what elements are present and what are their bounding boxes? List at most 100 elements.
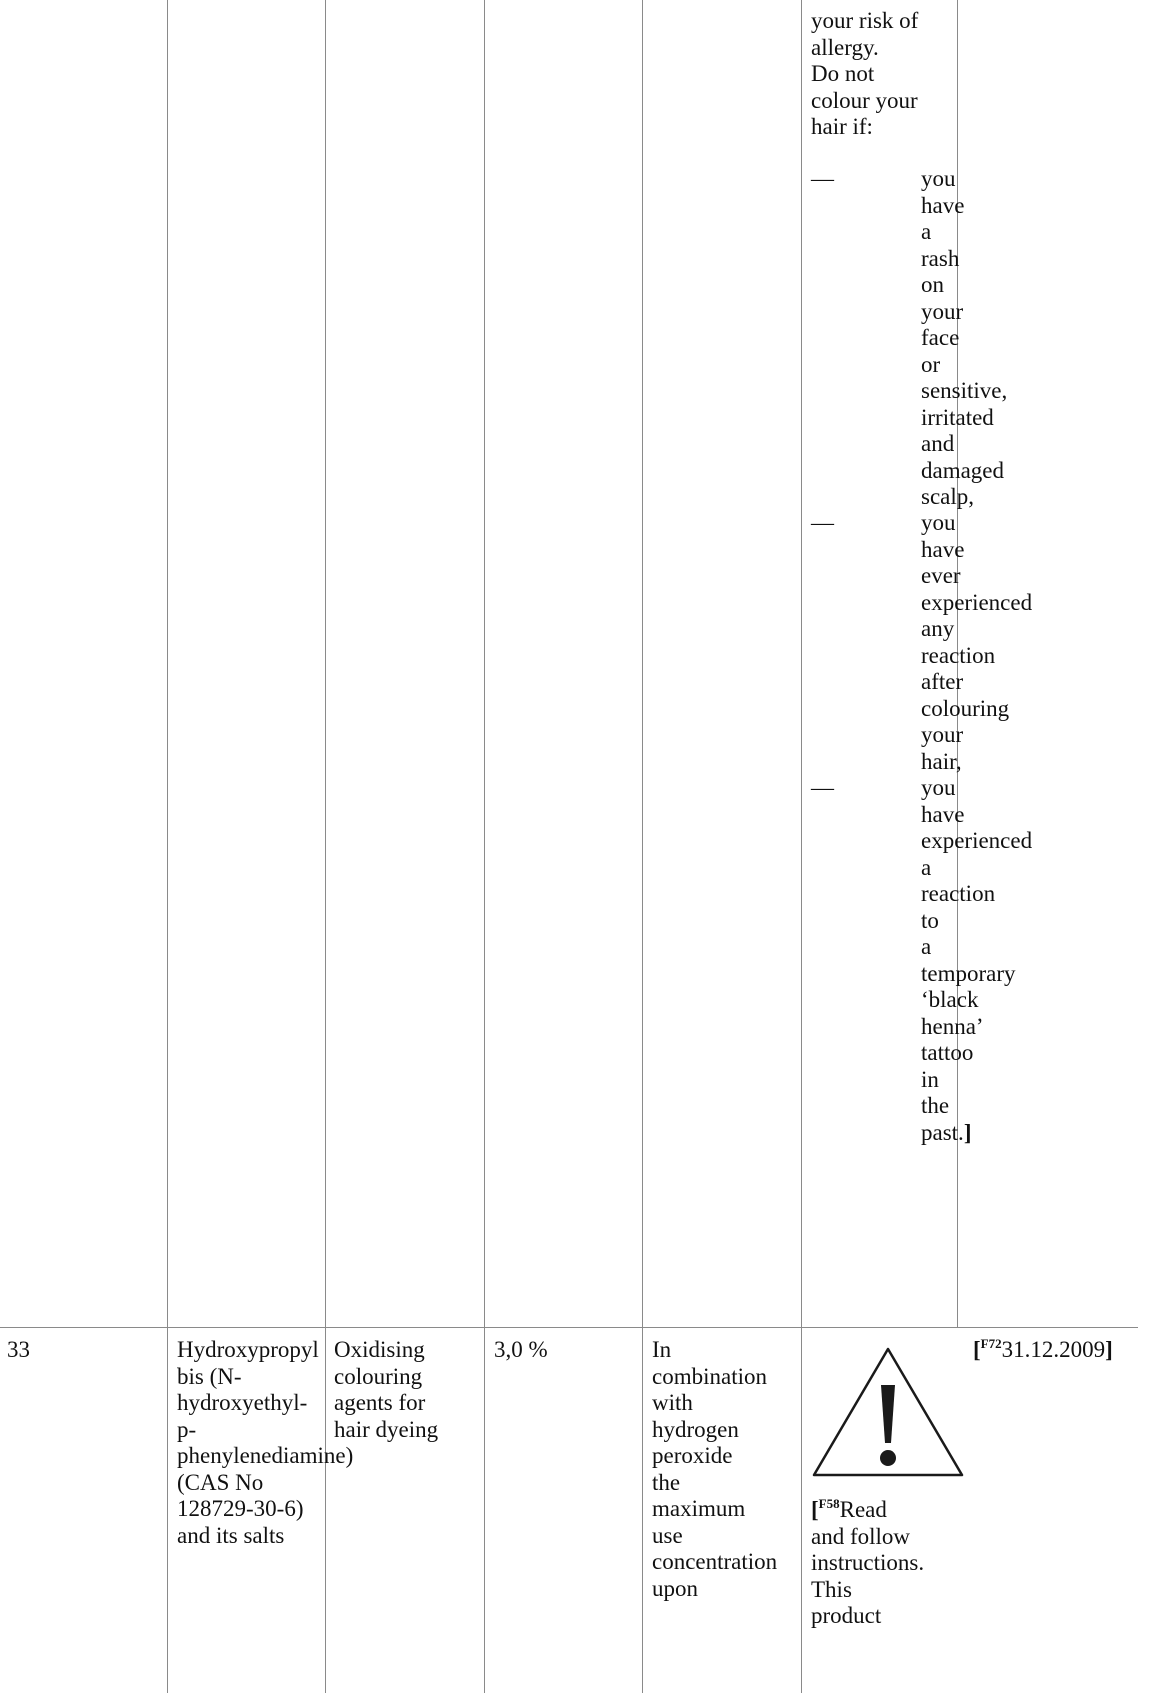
text-line: reaction xyxy=(921,881,996,906)
warning-continuation-intro: your risk of allergy. Do not colour your… xyxy=(811,8,918,141)
column-divider-1 xyxy=(167,0,168,1693)
field-of-application: Oxidising colouring agents for hair dyei… xyxy=(334,1337,438,1443)
text-line: 128729-30-6) xyxy=(177,1496,304,1521)
text-line: a xyxy=(921,934,932,959)
text-line: on xyxy=(921,272,944,297)
text-line: have xyxy=(921,192,965,218)
open-bracket: [ xyxy=(973,1337,981,1362)
date-value: 31.12.2009 xyxy=(1001,1337,1106,1362)
text-line: damaged xyxy=(921,457,1005,483)
text-line: tattoo xyxy=(921,1040,974,1065)
text-line: and follow xyxy=(811,1523,911,1549)
closing-bracket: ] xyxy=(963,1119,972,1145)
bullet-dash-2: — xyxy=(811,510,834,535)
bullet-dash-3: — xyxy=(811,775,834,800)
text-line: any xyxy=(921,616,955,641)
column-divider-6 xyxy=(957,0,958,1327)
other-limitations: In combination with hydrogen peroxide th… xyxy=(652,1337,777,1602)
text-line: use xyxy=(652,1522,683,1548)
text-line: face xyxy=(921,325,960,350)
max-concentration: 3,0 % xyxy=(494,1337,548,1362)
text-line: reaction xyxy=(921,642,996,668)
column-divider-5 xyxy=(801,0,802,1693)
text-fragment: past. xyxy=(921,1119,964,1145)
text-line: hair dyeing xyxy=(334,1416,439,1442)
text-line: Hydroxypropyl xyxy=(177,1337,319,1362)
text-line: phenylenediamine) xyxy=(177,1443,354,1468)
text-line: or xyxy=(921,351,941,377)
text-line: have xyxy=(921,801,965,827)
text-line: in xyxy=(921,1066,939,1092)
footnote-ref[interactable]: F72 xyxy=(980,1336,1002,1351)
text-line: your xyxy=(921,298,964,324)
text-line: colouring xyxy=(921,695,1010,721)
text-line: (CAS No xyxy=(177,1469,264,1495)
text-line: upon xyxy=(652,1575,698,1601)
text-line: scalp, xyxy=(921,484,975,509)
text-line: This xyxy=(811,1576,852,1602)
text-line: irritated xyxy=(921,404,994,430)
text-line: a xyxy=(921,219,932,244)
text-line: the xyxy=(921,1093,950,1118)
text-line: hydrogen xyxy=(652,1416,739,1442)
text-line: concentration xyxy=(652,1549,778,1574)
column-divider-2 xyxy=(325,0,326,1693)
text-line: to xyxy=(921,907,939,933)
text-line: ‘black xyxy=(921,987,979,1012)
effective-date: [F7231.12.2009] xyxy=(973,1337,1113,1364)
text-line: you xyxy=(921,775,956,800)
bullet-item-1: you have a rash on your face or sensitiv… xyxy=(921,166,1007,511)
text-line: and xyxy=(921,431,955,456)
text-line: experienced xyxy=(921,589,1033,615)
text-line: In xyxy=(652,1337,672,1362)
text-line: allergy. xyxy=(811,34,879,60)
text-line: product xyxy=(811,1603,882,1628)
closing-bracket: ] xyxy=(1105,1337,1113,1362)
text-line: colouring xyxy=(334,1363,423,1389)
text-line: agents for xyxy=(334,1390,426,1415)
text-line: instructions. xyxy=(811,1550,925,1575)
text-line: your risk of xyxy=(811,8,919,33)
text-line: you xyxy=(921,166,956,191)
bullet-item-3: you have experienced a reaction to a tem… xyxy=(921,775,1032,1146)
text-line: have xyxy=(921,536,965,562)
substance-name: Hydroxypropyl bis (N- hydroxyethyl- p- p… xyxy=(177,1337,353,1549)
column-divider-4 xyxy=(642,0,643,1693)
text-line: a xyxy=(921,854,932,880)
text-line: experienced xyxy=(921,828,1033,853)
text-line: peroxide xyxy=(652,1443,733,1468)
text-line: Do not xyxy=(811,61,875,86)
text-line: your xyxy=(921,722,964,747)
footnote-ref[interactable]: F58 xyxy=(818,1496,840,1511)
text-line: bis (N- xyxy=(177,1363,242,1389)
text-line: colour your xyxy=(811,87,918,113)
text-line: and its salts xyxy=(177,1522,285,1548)
open-bracket: [ xyxy=(811,1497,819,1522)
text-line: maximum xyxy=(652,1496,746,1521)
row-divider xyxy=(0,1327,1138,1328)
column-divider-3 xyxy=(484,0,485,1693)
text-line: sensitive, xyxy=(921,378,1008,403)
warning-triangle-icon xyxy=(812,1347,964,1477)
text-line: hair if: xyxy=(811,114,873,139)
bullet-dash-1: — xyxy=(811,166,834,191)
warning-text: [F58Read and follow instructions. This p… xyxy=(811,1497,924,1630)
text-line: hair, xyxy=(921,748,962,774)
text-line: past.] xyxy=(921,1120,1032,1147)
text-line: combination xyxy=(652,1363,767,1389)
text-line: henna’ xyxy=(921,1013,984,1039)
text-fragment: Read xyxy=(839,1497,887,1522)
text-line: with xyxy=(652,1390,693,1415)
text-line: rash xyxy=(921,245,960,271)
text-line: you xyxy=(921,510,956,535)
text-line: [F58Read xyxy=(811,1497,924,1524)
text-line: ever xyxy=(921,563,961,588)
text-line: Oxidising xyxy=(334,1337,425,1362)
text-line: temporary xyxy=(921,960,1016,986)
row-number: 33 xyxy=(7,1337,30,1362)
text-line: after xyxy=(921,669,964,694)
bullet-item-2: you have ever experienced any reaction a… xyxy=(921,510,1032,775)
text-line: the xyxy=(652,1469,681,1495)
text-line: p- xyxy=(177,1416,197,1442)
text-line: hydroxyethyl- xyxy=(177,1390,308,1415)
